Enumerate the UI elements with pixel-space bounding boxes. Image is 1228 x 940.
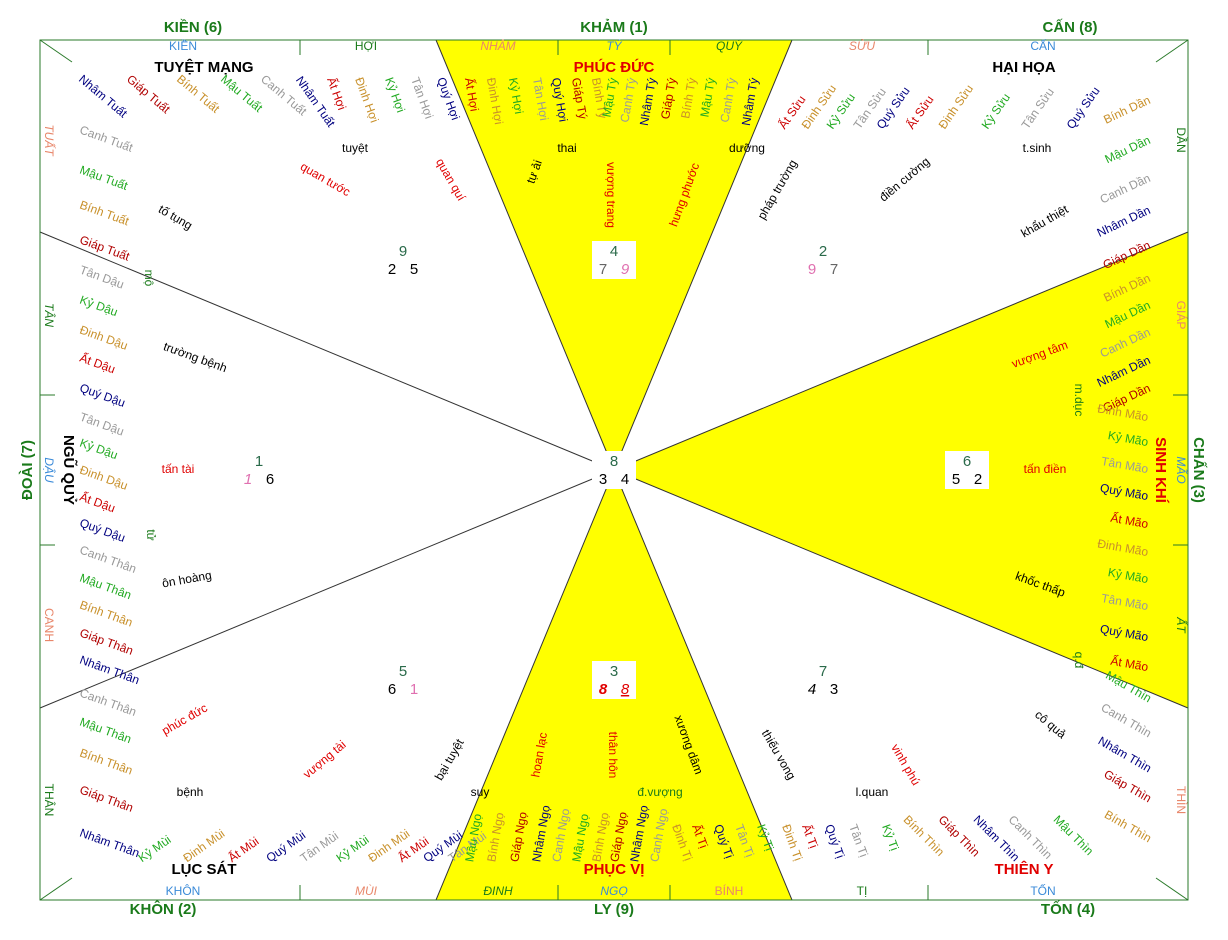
- ganzhi-label: Mậu Tý: [599, 77, 620, 119]
- mountain-label: TÝ: [606, 38, 622, 53]
- note: dưỡng: [729, 141, 765, 155]
- mountain-label: DẬU: [42, 457, 57, 483]
- mountain-label: MÙI: [355, 883, 378, 898]
- note: tử: [144, 529, 158, 540]
- note: tấn điền: [1024, 462, 1067, 476]
- palace-left: 3: [599, 471, 607, 488]
- palace-left: 4: [808, 681, 816, 698]
- direction-label: KHÔN (2): [130, 900, 197, 918]
- ganzhi-label: Mậu Tý: [697, 77, 718, 119]
- mountain-label: THÂN: [42, 784, 57, 817]
- palace-right: 5: [410, 261, 418, 278]
- number-box: [237, 451, 281, 489]
- note: m.dục: [1072, 384, 1086, 417]
- star-name: HẠI HỌA: [992, 59, 1056, 76]
- note: tuyệt: [342, 141, 369, 155]
- mountain-label: HỢI: [355, 39, 377, 53]
- mountain-label: QUÝ: [716, 38, 743, 53]
- star-name: TUYỆT MẠNG: [154, 58, 253, 76]
- mountain-label: CẤN: [1030, 38, 1055, 53]
- number-box: [592, 661, 636, 699]
- palace-right: 8: [621, 681, 630, 698]
- palace-left: 7: [599, 261, 607, 278]
- star-name: THIÊN Y: [995, 860, 1054, 878]
- mountain-label: BÍNH: [715, 883, 744, 898]
- palace-top: 8: [610, 453, 618, 470]
- mountain-label: NHÂM: [480, 38, 515, 53]
- palace-left: 1: [244, 471, 252, 488]
- ganzhi-label: Ất Mão: [1109, 510, 1149, 531]
- direction-label: CẤN (8): [1043, 19, 1098, 36]
- direction-label: TỐN (4): [1041, 900, 1095, 918]
- direction-label: ĐOÀI (7): [19, 440, 36, 500]
- palace-top: 6: [963, 453, 971, 470]
- mountain-label: ĐINH: [483, 884, 513, 898]
- direction-label: KIỀN (6): [164, 19, 222, 36]
- number-box: [592, 451, 636, 489]
- palace-right: 3: [830, 681, 838, 698]
- palace-right: 2: [974, 471, 982, 488]
- direction-label: CHẤN (3): [1190, 437, 1207, 503]
- note: vượng trang: [604, 162, 618, 228]
- note: đ.vượng: [637, 785, 682, 799]
- mountain-label: TỊ: [857, 884, 868, 898]
- note: thân hôn: [606, 732, 620, 779]
- mountain-label: NGỌ: [600, 884, 627, 898]
- palace-right: 7: [830, 261, 838, 278]
- mountain-label: GIÁP: [1174, 301, 1189, 330]
- mountain-label: ẤT: [1174, 616, 1189, 634]
- mountain-label: SỬU: [849, 38, 876, 53]
- note: mộ: [142, 270, 156, 287]
- palace-top: 4: [610, 243, 618, 260]
- palace-left: 9: [808, 261, 816, 278]
- note: t.sinh: [1023, 141, 1052, 155]
- star-name: PHỤC VỊ: [584, 861, 645, 878]
- border-ticks: [39, 39, 1189, 901]
- ganzhi-label: Ất Mão: [1109, 653, 1149, 674]
- mountain-label: CANH: [42, 608, 56, 642]
- palace-top: 5: [399, 663, 407, 680]
- palace-right: 6: [266, 471, 274, 488]
- note: tấn tài: [162, 462, 195, 476]
- palace-left: 5: [952, 471, 960, 488]
- yellow-sector: [614, 232, 1188, 708]
- border: [39, 39, 1189, 901]
- star-name: LỤC SÁT: [172, 861, 237, 878]
- star-name: SINH KHÍ: [1152, 437, 1169, 504]
- ganzhi-label: Kỷ Hợi: [506, 77, 526, 115]
- palace-top: 9: [399, 243, 407, 260]
- mountain-label: TỐN: [1030, 883, 1055, 898]
- palace-left: 2: [388, 261, 396, 278]
- palace-right: 4: [621, 471, 629, 488]
- mountain-label: DẦN: [1174, 127, 1189, 152]
- note: q.đ: [1072, 652, 1086, 669]
- note: suy: [471, 785, 490, 799]
- palace-right: 9: [621, 261, 630, 278]
- palace-top: 2: [819, 243, 827, 260]
- direction-label: LY (9): [594, 901, 634, 918]
- mountain-label: THÌN: [1174, 786, 1189, 814]
- star-name: PHÚC ĐỨC: [574, 58, 655, 76]
- palace-top: 3: [610, 663, 618, 680]
- mountain-label: KIỀN: [169, 38, 197, 53]
- star-name: NGŨ QUỶ: [60, 435, 78, 505]
- mountain-label: KHÔN: [166, 883, 201, 898]
- palace-right: 1: [410, 681, 418, 698]
- palace-left: 6: [388, 681, 396, 698]
- divider-lines: [39, 39, 1189, 901]
- mountain-label: TÂN: [42, 303, 57, 327]
- palace-top: 7: [819, 663, 827, 680]
- note: bệnh: [177, 785, 204, 799]
- note: thai: [557, 141, 576, 155]
- mountain-label: MÃO: [1174, 456, 1188, 483]
- number-box: [592, 241, 636, 279]
- palace-top: 1: [255, 453, 263, 470]
- mountain-label: TUẤT: [42, 124, 57, 157]
- direction-label: KHẢM (1): [580, 19, 648, 36]
- note: l.quan: [856, 785, 889, 799]
- number-box: [945, 451, 989, 489]
- palace-left: 8: [599, 681, 608, 698]
- ganzhi-label: Ất Hợi: [462, 76, 483, 112]
